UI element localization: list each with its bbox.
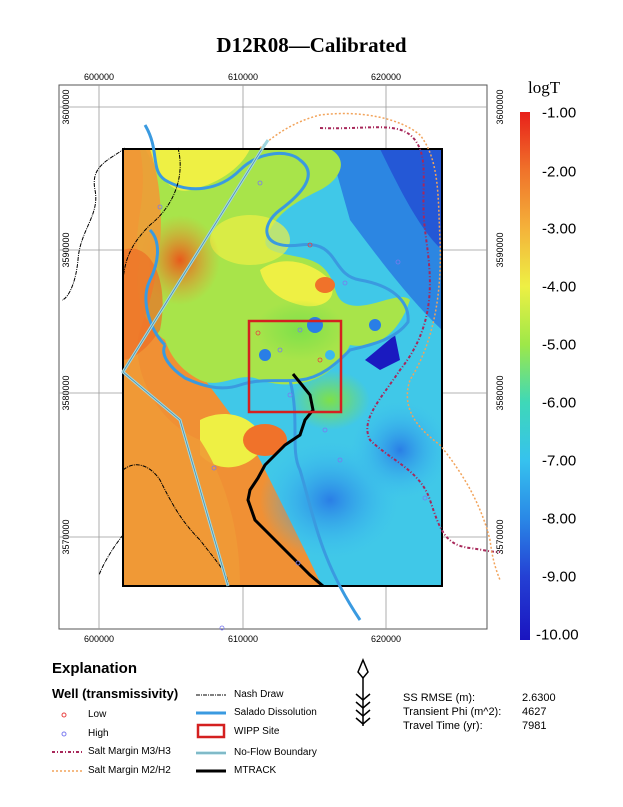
map-neatline [58, 84, 488, 630]
travel-time-label: Travel Time (yr): [403, 720, 483, 732]
colorbar-label: -10.00 [536, 626, 579, 644]
colorbar-label: -6.00 [542, 394, 577, 412]
colorbar-label: -9.00 [542, 568, 577, 586]
model-domain-frame [122, 148, 443, 587]
mtrack-path [246, 373, 324, 588]
legend-nash-draw-label: Nash Draw [234, 689, 284, 700]
nash-draw-line [61, 147, 229, 587]
legend-high-label: High [88, 728, 109, 739]
rmse-value: 2.6300 [522, 692, 556, 704]
well-legend-title: Well (transmissivity) [52, 686, 179, 701]
colorbar-label: -7.00 [542, 452, 577, 470]
x-tick-top: 600000 [83, 72, 115, 82]
explanation-title: Explanation [52, 660, 138, 677]
x-tick-bottom: 620000 [370, 634, 402, 644]
x-tick-top: 620000 [370, 72, 402, 82]
x-tick-bottom: 610000 [227, 634, 259, 644]
phi-value: 4627 [522, 706, 547, 718]
legend-salado-label: Salado Dissolution [234, 707, 317, 718]
colorbar-label: -1.00 [542, 104, 577, 122]
colorbar-label: -2.00 [542, 163, 577, 181]
legend-low-symbol [61, 712, 67, 718]
travel-time-value: 7981 [522, 720, 547, 732]
salado-dissolution-line [143, 124, 410, 621]
colorbar [520, 112, 530, 640]
page-title: D12R08—Calibrated [216, 33, 407, 57]
rmse-label: SS RMSE (m): [403, 692, 476, 704]
legend-wipp-label: WIPP Site [234, 726, 280, 737]
colorbar-label: -5.00 [542, 336, 577, 354]
legend-noflow-label: No-Flow Boundary [234, 747, 317, 758]
north-arrow-icon [355, 658, 371, 726]
legend-mtrack-label: MTRACK [234, 765, 277, 776]
phi-label: Transient Phi (m^2): [403, 706, 502, 718]
well-markers [157, 180, 428, 631]
salt-margin-m2h2-line [259, 112, 501, 581]
colorbar-label: -8.00 [542, 510, 577, 528]
x-tick-top: 610000 [227, 72, 259, 82]
colorbar-label: -3.00 [542, 220, 577, 238]
colorbar-title: logT [528, 78, 561, 97]
x-tick-bottom: 600000 [83, 634, 115, 644]
legend-high-symbol [61, 731, 67, 737]
salt-margin-m3h3-line [319, 126, 501, 553]
wipp-site-box [247, 319, 343, 414]
colorbar-label: -4.00 [542, 278, 577, 296]
legend-salt-m3h3-label: Salt Margin M3/H3 [88, 746, 171, 757]
legend-low-label: Low [88, 709, 107, 720]
legend-salt-m2h2-label: Salt Margin M2/H2 [88, 765, 171, 776]
legend-wipp-symbol [196, 723, 226, 739]
